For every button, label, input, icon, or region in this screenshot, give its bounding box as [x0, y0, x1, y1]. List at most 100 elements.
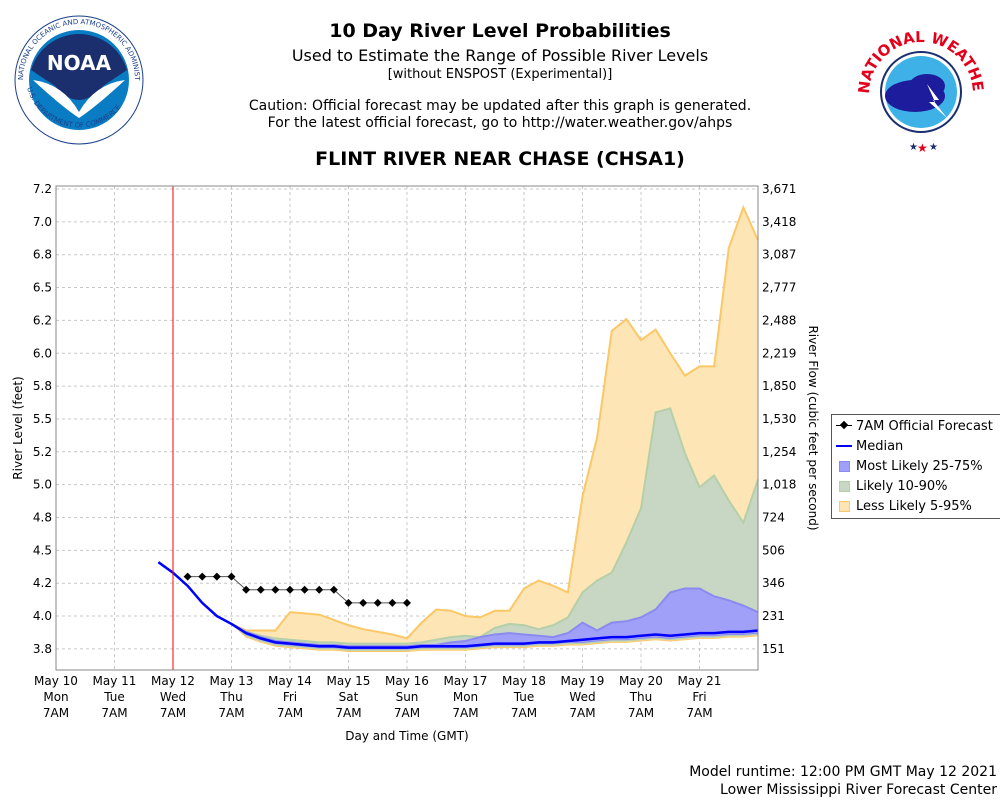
forecast-point: [329, 585, 338, 594]
forecast-point: [300, 585, 309, 594]
band-5-95-area: [158, 207, 758, 652]
forecast-point: [373, 598, 382, 607]
x-tick-label: May 12: [151, 674, 195, 688]
x-tick-label: 7AM: [101, 706, 127, 720]
x-tick-label: 7AM: [43, 706, 69, 720]
y-tick-label: 5.0: [33, 478, 52, 492]
y2-tick-label: 346: [762, 576, 785, 590]
forecast-point: [388, 598, 397, 607]
y-tick-label: 5.8: [33, 379, 52, 393]
x-tick-label: Wed: [569, 690, 595, 704]
x-axis-label: Day and Time (GMT): [345, 729, 468, 743]
x-tick-label: 7AM: [394, 706, 420, 720]
y2-tick-label: 3,418: [762, 215, 796, 229]
y2-axis-label: River Flow (cubic feet per second): [806, 325, 820, 530]
legend-item-25-75: Most Likely 25-75%: [832, 456, 1000, 476]
legend: 7AM Official Forecast Median Most Likely…: [831, 414, 1000, 519]
y2-tick-label: 1,018: [762, 478, 796, 492]
y-tick-label: 4.8: [33, 511, 52, 525]
x-tick-label: May 10: [34, 674, 78, 688]
x-tick-label: May 21: [678, 674, 722, 688]
x-tick-label: Sun: [396, 690, 419, 704]
forecast-line: [187, 576, 407, 604]
model-runtime: Model runtime: 12:00 PM GMT May 12 2021: [689, 764, 997, 780]
y2-tick-label: 724: [762, 511, 785, 525]
forecast-point: [359, 598, 368, 607]
forecast-point: [256, 585, 265, 594]
x-tick-label: 7AM: [511, 706, 537, 720]
x-tick-label: 7AM: [335, 706, 361, 720]
band-10-90-upper-line: [157, 407, 759, 645]
legend-item-5-95: Less Likely 5-95%: [832, 496, 1000, 516]
y2-tick-label: 2,777: [762, 281, 796, 295]
y-tick-label: 7.2: [33, 182, 52, 196]
x-tick-label: May 16: [385, 674, 429, 688]
legend-item-10-90: Likely 10-90%: [832, 476, 1000, 496]
x-tick-label: May 20: [619, 674, 663, 688]
x-tick-label: Mon: [43, 690, 68, 704]
forecast-point: [198, 572, 207, 581]
y-tick-label: 4.2: [33, 576, 52, 590]
x-tick-label: May 13: [210, 674, 254, 688]
axes: 7.2 3,671 7.0 3,418 6.8 3,087 6.5 2,777 6.2 2,488…: [33, 182, 796, 720]
x-tick-label: Tue: [513, 690, 535, 704]
forecast-point: [212, 572, 221, 581]
legend-item-forecast: 7AM Official Forecast: [832, 416, 1000, 436]
x-tick-label: Sat: [339, 690, 359, 704]
y2-tick-label: 151: [762, 642, 785, 656]
forecast-center: Lower Mississippi River Forecast Center: [720, 782, 997, 798]
svg-text:NOAA: NOAA: [47, 51, 112, 75]
y2-tick-label: 231: [762, 609, 785, 623]
y2-tick-label: 3,671: [762, 182, 796, 196]
y-tick-label: 6.8: [33, 248, 52, 262]
x-tick-label: May 15: [327, 674, 371, 688]
x-tick-label: Mon: [453, 690, 478, 704]
x-tick-label: 7AM: [569, 706, 595, 720]
band-5-95-lower-line: [158, 561, 759, 653]
y-tick-label: 5.2: [33, 445, 52, 459]
y-tick-label: 5.5: [33, 412, 52, 426]
lines: [157, 186, 759, 670]
plot-border: [55, 185, 759, 671]
y-tick-label: 6.2: [33, 313, 52, 327]
y2-tick-label: 1,254: [762, 445, 796, 459]
x-tick-label: May 18: [502, 674, 546, 688]
forecast-point: [242, 585, 251, 594]
x-tick-label: Wed: [160, 690, 186, 704]
x-tick-label: 7AM: [218, 706, 244, 720]
svg-text:★: ★: [929, 142, 938, 153]
chart-subtitle-2: [without ENSPOST (Experimental)]: [387, 67, 613, 82]
forecast-point: [286, 585, 294, 594]
x-tick-label: May 19: [561, 674, 605, 688]
y2-tick-label: 506: [762, 543, 785, 557]
x-tick-label: 7AM: [277, 706, 303, 720]
y-axis-label: River Level (feet): [11, 376, 25, 479]
chart-subtitle: Used to Estimate the Range of Possible R…: [291, 46, 709, 65]
x-tick-label: 7AM: [686, 706, 712, 720]
band-10-90-lower-line: [158, 561, 759, 651]
y2-tick-label: 1,530: [762, 412, 796, 426]
y-tick-label: 4.0: [33, 609, 52, 623]
median-line: [157, 561, 759, 649]
x-tick-label: May 11: [93, 674, 137, 688]
band-5-95-upper-line: [157, 204, 759, 640]
x-tick-label: May 17: [444, 674, 488, 688]
chart-title: 10 Day River Level Probabilities: [329, 20, 671, 42]
x-tick-label: Fri: [283, 690, 297, 704]
y-tick-label: 4.5: [33, 543, 52, 557]
x-tick-label: Tue: [103, 690, 125, 704]
x-tick-label: Thu: [629, 690, 653, 704]
legend-item-median: Median: [832, 436, 1000, 456]
y2-tick-label: 2,219: [762, 346, 796, 360]
x-tick-label: May 14: [268, 674, 312, 688]
x-tick-label: Fri: [692, 690, 706, 704]
forecast-point: [315, 585, 324, 594]
forecast-point: [183, 572, 192, 581]
station-title: FLINT RIVER NEAR CHASE (CHSA1): [315, 148, 685, 170]
y-tick-label: 3.8: [33, 642, 52, 656]
y2-tick-label: 3,087: [762, 248, 796, 262]
forecast-point: [271, 585, 280, 594]
y2-tick-label: 2,488: [762, 313, 796, 327]
svg-text:★: ★: [917, 141, 928, 154]
caution-link-text: For the latest official forecast, go to …: [267, 115, 733, 131]
